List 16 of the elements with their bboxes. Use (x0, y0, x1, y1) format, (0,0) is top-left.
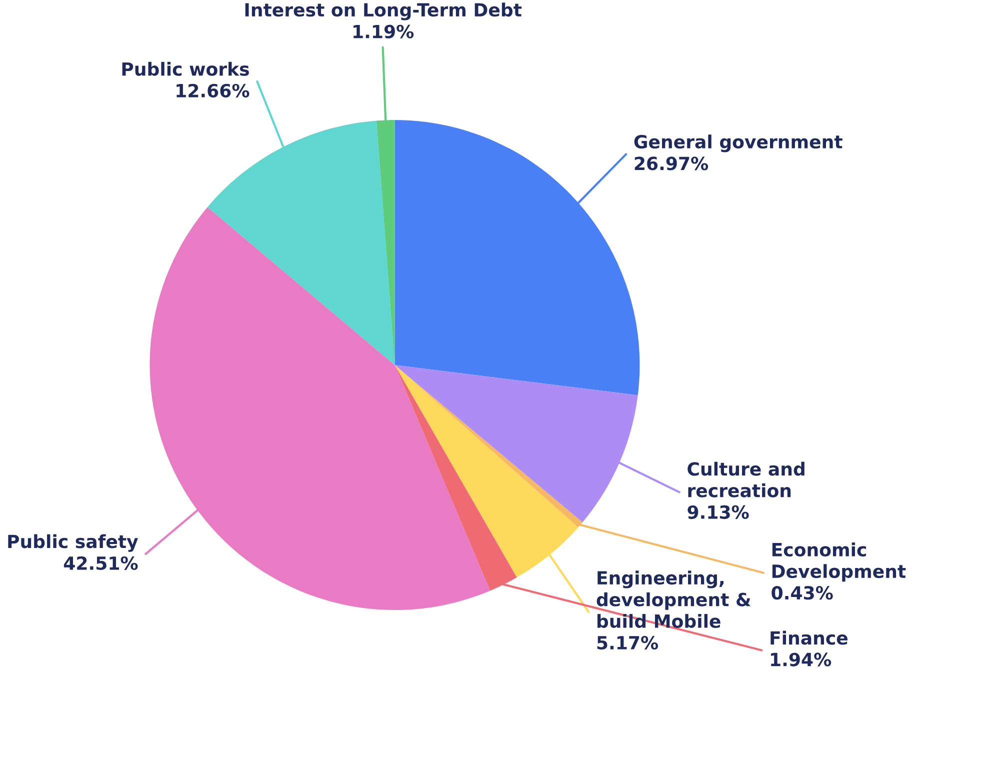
data-label: 5.17% (597, 636, 658, 650)
data-label: 0.43% (772, 586, 833, 600)
slice-label: Economic Development (772, 542, 906, 582)
slice-label: Culture and recreation (688, 462, 804, 498)
slice-label: Public works (122, 62, 249, 76)
data-label: 12.66% (176, 84, 250, 98)
slice-label: Finance (770, 630, 848, 645)
slice-label: Public safety (8, 534, 138, 552)
slice-label: Engineering, development & build Mobile (596, 570, 750, 628)
data-label: 1.19% (354, 24, 414, 38)
slice-label: General government (634, 134, 842, 152)
data-label: 42.51% (64, 556, 138, 570)
slice-label: Interest on Long-Term Debt (245, 2, 522, 20)
data-label: 1.94% (771, 652, 832, 666)
data-label: 9.13% (688, 505, 749, 519)
data-label: 26.97% (634, 156, 708, 170)
